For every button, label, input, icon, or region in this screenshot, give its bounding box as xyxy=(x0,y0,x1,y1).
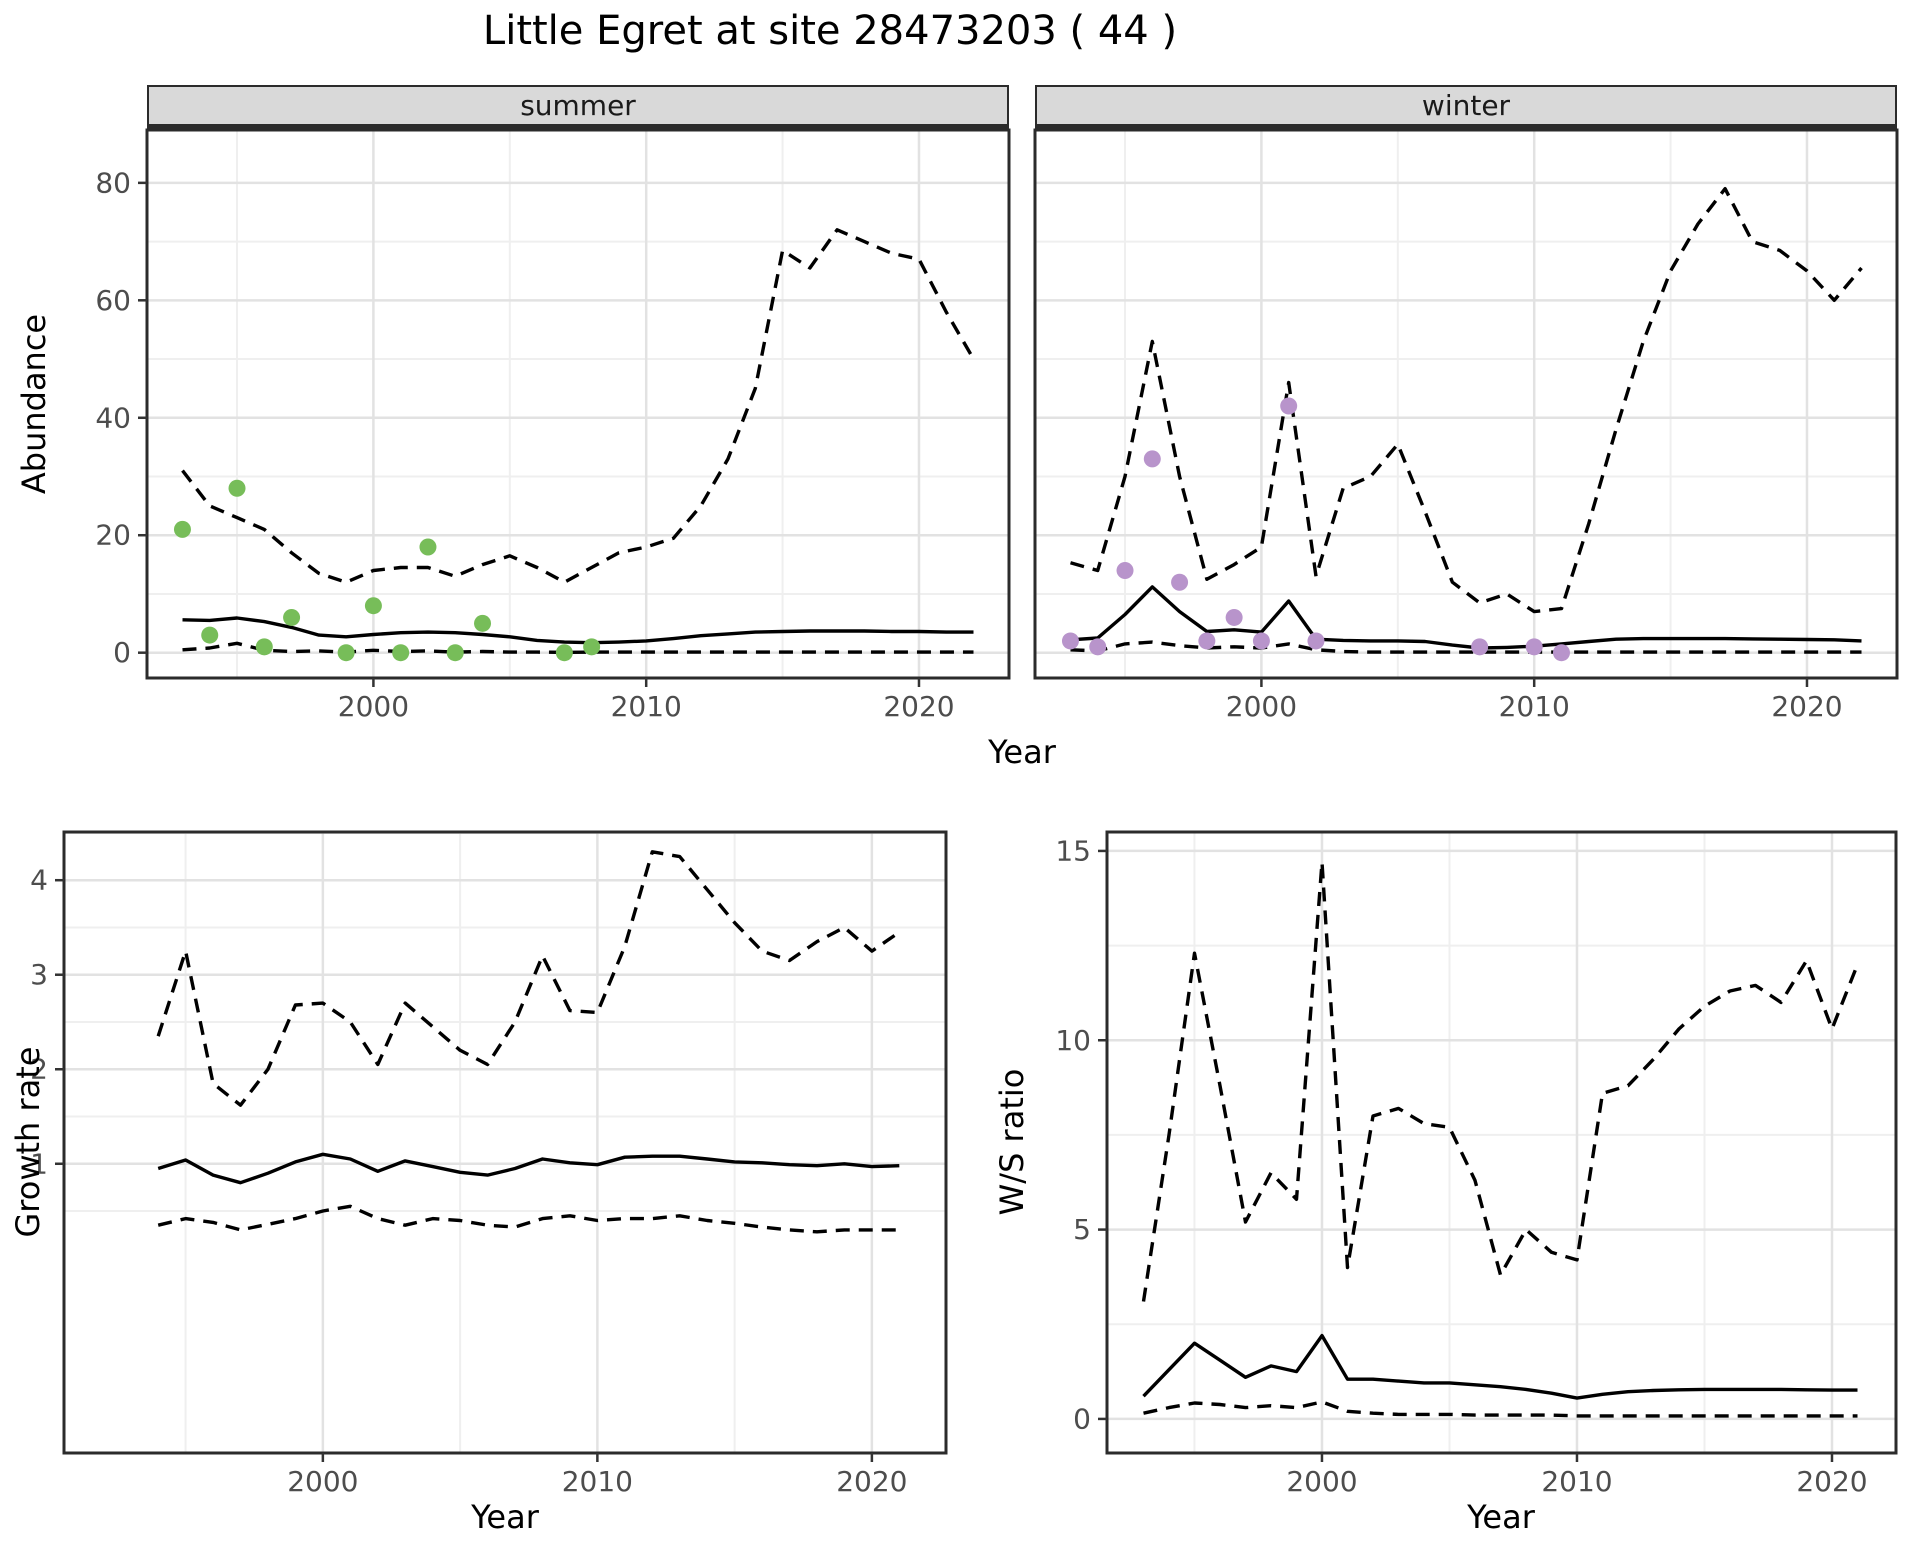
data-point xyxy=(364,597,382,615)
data-point xyxy=(201,626,219,644)
series-lower_ci xyxy=(1070,640,1862,654)
x-tick-label: 2000 xyxy=(1286,1465,1357,1498)
facet-strip-winter: winter xyxy=(1035,85,1897,130)
growth-rate-plot: 2000 2010 2020 1 2 3 4 xyxy=(30,830,948,1498)
y-tick-label: 1 xyxy=(30,1147,48,1180)
panel-border xyxy=(62,830,948,1455)
panel-border xyxy=(145,128,1011,680)
data-point xyxy=(255,638,273,656)
facet-strip-summer-label: summer xyxy=(520,89,636,122)
series-upper_ci xyxy=(181,228,975,584)
data-point xyxy=(283,608,301,626)
panel-border xyxy=(1105,830,1898,1455)
data-point xyxy=(1252,632,1270,650)
y-tick-label: 40 xyxy=(95,401,131,434)
x-tick-label: 2020 xyxy=(1771,690,1842,723)
series-upper_ci xyxy=(1141,860,1860,1302)
series-lower_ci xyxy=(1143,1400,1858,1418)
data-point xyxy=(228,479,246,497)
series-upper_ci xyxy=(1070,187,1863,614)
data-point xyxy=(1143,450,1161,468)
panel-background xyxy=(64,832,946,1453)
panel-winter: 2000 2010 2020 xyxy=(1033,128,1899,723)
panel-ws-ratio: 2000 2010 2020 0 5 10 15 xyxy=(1055,830,1898,1498)
data-point xyxy=(1280,397,1298,415)
series-fit xyxy=(1142,1333,1858,1400)
data-point xyxy=(446,644,464,662)
data-point xyxy=(474,614,492,632)
data-point xyxy=(1552,644,1570,662)
x-tick-label: 2000 xyxy=(338,690,409,723)
panel-growth-rate: 2000 2010 2020 1 2 3 4 xyxy=(30,830,948,1498)
y-tick-label: 80 xyxy=(95,166,131,199)
data-point xyxy=(1116,561,1134,579)
x-tick-label: 2010 xyxy=(1499,690,1570,723)
y-tick-label: 20 xyxy=(95,519,131,552)
data-point xyxy=(1061,632,1079,650)
x-tick-label: 2020 xyxy=(1796,1465,1867,1498)
series-fit xyxy=(182,616,974,645)
data-point xyxy=(173,520,191,538)
x-tick-label: 2020 xyxy=(883,690,954,723)
series-fit xyxy=(1070,585,1862,650)
ws-ratio-plot: 2000 2010 2020 0 5 10 15 xyxy=(1055,830,1898,1498)
chart-title: Little Egret at site 28473203 ( 44 ) xyxy=(482,8,1178,54)
x-tick-label: 2010 xyxy=(1541,1465,1612,1498)
winter-abundance-plot: 2000 2010 2020 xyxy=(1033,128,1899,723)
growth-rate-axis-title: Growth rate xyxy=(9,1046,47,1238)
y-tick-label: 0 xyxy=(113,636,131,669)
panel-background xyxy=(147,130,1009,678)
data-point xyxy=(392,644,410,662)
data-point xyxy=(1089,638,1107,656)
abundance-axis-title: Abundance xyxy=(15,313,53,495)
data-point xyxy=(1525,638,1543,656)
data-point xyxy=(419,538,437,556)
facet-strip-summer: summer xyxy=(147,85,1009,130)
y-tick-label: 2 xyxy=(30,1053,48,1086)
x-tick-label: 2000 xyxy=(1226,690,1297,723)
year-axis-title-ws: Year xyxy=(1467,1498,1535,1536)
data-point xyxy=(555,644,573,662)
data-point xyxy=(337,644,355,662)
data-point xyxy=(1471,638,1489,656)
series-lower_ci xyxy=(157,1204,900,1234)
x-tick-label: 2010 xyxy=(562,1465,633,1498)
facet-strip-winter-label: winter xyxy=(1421,89,1511,122)
y-tick-label: 4 xyxy=(30,864,48,897)
year-axis-title-top: Year xyxy=(988,733,1056,771)
panel-border xyxy=(1033,128,1899,680)
panel-summer: 2000 2010 2020 0 20 40 60 80 xyxy=(95,128,1011,723)
data-point xyxy=(1225,608,1243,626)
data-point xyxy=(1171,573,1189,591)
y-tick-label: 15 xyxy=(1055,834,1091,867)
data-point xyxy=(583,638,601,656)
y-tick-label: 0 xyxy=(1073,1402,1091,1435)
panel-background xyxy=(1107,832,1896,1453)
year-axis-title-growth: Year xyxy=(471,1498,539,1536)
y-tick-label: 5 xyxy=(1073,1213,1091,1246)
series-upper_ci xyxy=(156,850,901,1107)
data-point xyxy=(1198,632,1216,650)
y-tick-label: 60 xyxy=(95,284,131,317)
x-tick-label: 2020 xyxy=(836,1465,907,1498)
series-fit xyxy=(157,1152,900,1185)
series-lower_ci xyxy=(182,641,974,655)
summer-abundance-plot: 2000 2010 2020 0 20 40 60 80 xyxy=(95,128,1011,723)
x-tick-label: 2000 xyxy=(287,1465,358,1498)
y-tick-label: 10 xyxy=(1055,1024,1091,1057)
y-tick-label: 3 xyxy=(30,958,48,991)
data-point xyxy=(1307,632,1325,650)
x-tick-label: 2010 xyxy=(611,690,682,723)
ws-ratio-axis-title: W/S ratio xyxy=(993,1068,1031,1216)
